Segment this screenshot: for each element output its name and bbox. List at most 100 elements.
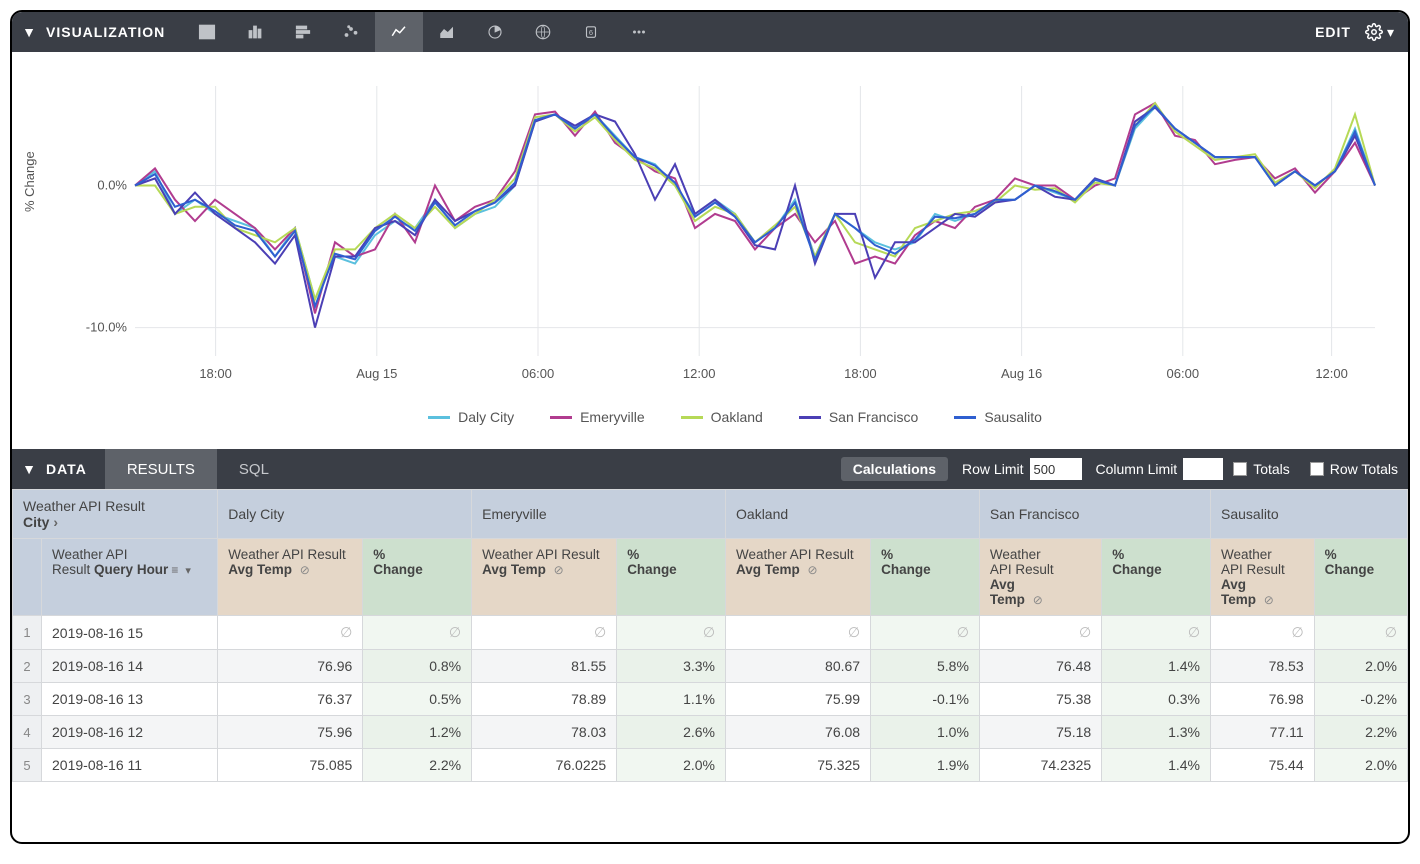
calc-header-emeryville[interactable]: %Change [617,539,726,616]
pct-change-cell[interactable]: 0.3% [1102,683,1211,716]
avg-temp-cell[interactable]: 78.03 [472,716,617,749]
avg-temp-cell[interactable]: ∅ [726,616,871,650]
measure-header-san-francisco[interactable]: WeatherAPI ResultAvgTemp ⊘ [979,539,1101,616]
query-hour-cell[interactable]: 2019-08-16 12 [42,716,218,749]
pct-change-cell[interactable]: 1.2% [363,716,472,749]
pct-change-cell[interactable]: 1.4% [1102,650,1211,683]
avg-temp-cell[interactable]: 75.38 [979,683,1101,716]
row-limit-input[interactable] [1030,458,1082,480]
city-header-san-francisco[interactable]: San Francisco [979,490,1210,539]
avg-temp-cell[interactable]: 76.08 [726,716,871,749]
pivot-header[interactable]: Weather API ResultCity [13,490,218,539]
dimension-header[interactable]: Weather APIResult Query Hour≡▾ [42,539,218,616]
measure-header-sausalito[interactable]: WeatherAPI ResultAvgTemp ⊘ [1211,539,1315,616]
avg-temp-cell[interactable]: 75.18 [979,716,1101,749]
column-limit-input[interactable] [1183,458,1223,480]
legend-item-san-francisco[interactable]: San Francisco [799,409,918,425]
avg-temp-cell[interactable]: 76.0225 [472,749,617,782]
avg-temp-cell[interactable]: 74.2325 [979,749,1101,782]
avg-temp-cell[interactable]: ∅ [979,616,1101,650]
pct-change-cell[interactable]: ∅ [617,616,726,650]
series-line-daly-city[interactable] [135,107,1375,299]
line-chart[interactable]: 0.0%-10.0%18:00Aug 1506:0012:0018:00Aug … [72,76,1398,396]
pct-change-cell[interactable]: 1.0% [871,716,980,749]
data-tab-results[interactable]: RESULTS [105,449,217,489]
pct-change-cell[interactable]: 3.3% [617,650,726,683]
viz-type-area-icon[interactable] [423,12,471,52]
pct-change-cell[interactable]: 2.2% [363,749,472,782]
query-hour-cell[interactable]: 2019-08-16 15 [42,616,218,650]
avg-temp-cell[interactable]: 80.67 [726,650,871,683]
city-header-daly-city[interactable]: Daly City [218,490,472,539]
avg-temp-cell[interactable]: 76.96 [218,650,363,683]
city-header-oakland[interactable]: Oakland [726,490,980,539]
calc-header-san-francisco[interactable]: %Change [1102,539,1211,616]
pct-change-cell[interactable]: 2.2% [1314,716,1407,749]
pct-change-cell[interactable]: 1.3% [1102,716,1211,749]
avg-temp-cell[interactable]: 81.55 [472,650,617,683]
legend-item-emeryville[interactable]: Emeryville [550,409,645,425]
pct-change-cell[interactable]: -0.2% [1314,683,1407,716]
calc-header-sausalito[interactable]: %Change [1314,539,1407,616]
city-header-sausalito[interactable]: Sausalito [1211,490,1408,539]
viz-type-pie-icon[interactable] [471,12,519,52]
data-tab-sql[interactable]: SQL [217,449,291,489]
avg-temp-cell[interactable]: 75.085 [218,749,363,782]
data-collapse-toggle[interactable]: ▼ [12,461,46,477]
legend-item-daly-city[interactable]: Daly City [428,409,514,425]
avg-temp-cell[interactable]: 75.44 [1211,749,1315,782]
avg-temp-cell[interactable]: 78.89 [472,683,617,716]
avg-temp-cell[interactable]: ∅ [472,616,617,650]
pct-change-cell[interactable]: 0.8% [363,650,472,683]
pct-change-cell[interactable]: -0.1% [871,683,980,716]
series-line-oakland[interactable] [135,103,1375,299]
measure-header-daly-city[interactable]: Weather API ResultAvg Temp ⊘ [218,539,363,616]
query-hour-cell[interactable]: 2019-08-16 11 [42,749,218,782]
avg-temp-cell[interactable]: 76.48 [979,650,1101,683]
legend-item-sausalito[interactable]: Sausalito [954,409,1042,425]
pct-change-cell[interactable]: 2.0% [617,749,726,782]
pct-change-cell[interactable]: 1.4% [1102,749,1211,782]
viz-type-single-icon[interactable]: 6 [567,12,615,52]
calc-header-oakland[interactable]: %Change [871,539,980,616]
avg-temp-cell[interactable]: 76.37 [218,683,363,716]
viz-type-map-icon[interactable] [519,12,567,52]
avg-temp-cell[interactable]: 77.11 [1211,716,1315,749]
pct-change-cell[interactable]: ∅ [1102,616,1211,650]
series-line-sausalito[interactable] [135,106,1375,306]
viz-type-more-icon[interactable] [615,12,663,52]
viz-type-column-icon[interactable] [231,12,279,52]
pct-change-cell[interactable]: 0.5% [363,683,472,716]
avg-temp-cell[interactable]: 75.99 [726,683,871,716]
query-hour-cell[interactable]: 2019-08-16 14 [42,650,218,683]
avg-temp-cell[interactable]: 76.98 [1211,683,1315,716]
measure-header-emeryville[interactable]: Weather API ResultAvg Temp ⊘ [472,539,617,616]
pct-change-cell[interactable]: 2.0% [1314,749,1407,782]
avg-temp-cell[interactable]: 75.96 [218,716,363,749]
avg-temp-cell[interactable]: ∅ [1211,616,1315,650]
row-totals-checkbox[interactable]: Row Totals [1300,461,1408,477]
calc-header-daly-city[interactable]: %Change [363,539,472,616]
pct-change-cell[interactable]: ∅ [1314,616,1407,650]
pct-change-cell[interactable]: 2.0% [1314,650,1407,683]
pct-change-cell[interactable]: ∅ [871,616,980,650]
query-hour-cell[interactable]: 2019-08-16 13 [42,683,218,716]
settings-gear-icon[interactable]: ▾ [1361,23,1408,41]
legend-item-oakland[interactable]: Oakland [681,409,763,425]
edit-button[interactable]: EDIT [1305,24,1361,40]
totals-checkbox[interactable]: Totals [1223,461,1300,477]
pct-change-cell[interactable]: 5.8% [871,650,980,683]
city-header-emeryville[interactable]: Emeryville [472,490,726,539]
pct-change-cell[interactable]: 1.9% [871,749,980,782]
measure-header-oakland[interactable]: Weather API ResultAvg Temp ⊘ [726,539,871,616]
pct-change-cell[interactable]: ∅ [363,616,472,650]
pct-change-cell[interactable]: 2.6% [617,716,726,749]
avg-temp-cell[interactable]: 75.325 [726,749,871,782]
visualization-collapse-toggle[interactable]: ▼ [12,24,46,40]
avg-temp-cell[interactable]: 78.53 [1211,650,1315,683]
avg-temp-cell[interactable]: ∅ [218,616,363,650]
calculations-button[interactable]: Calculations [841,457,948,481]
viz-type-table-icon[interactable] [183,12,231,52]
viz-type-bar-icon[interactable] [279,12,327,52]
viz-type-scatter-icon[interactable] [327,12,375,52]
